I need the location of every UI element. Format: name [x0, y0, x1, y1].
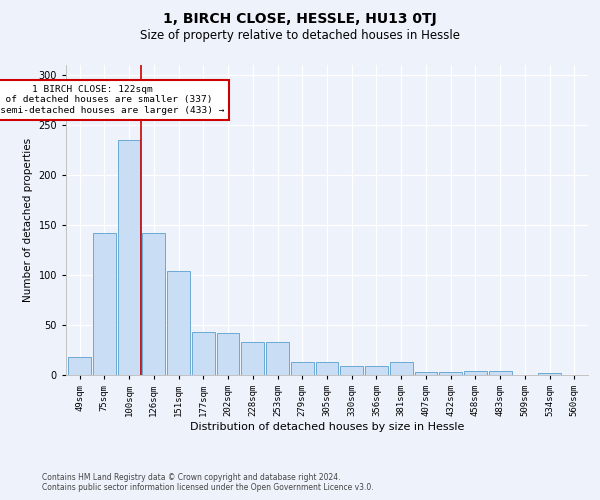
Bar	[241, 342, 264, 375]
Text: 1, BIRCH CLOSE, HESSLE, HU13 0TJ: 1, BIRCH CLOSE, HESSLE, HU13 0TJ	[163, 12, 437, 26]
Y-axis label: Number of detached properties: Number of detached properties	[23, 138, 33, 302]
Bar	[316, 362, 338, 375]
Bar	[291, 362, 314, 375]
Text: 1 BIRCH CLOSE: 122sqm
← 44% of detached houses are smaller (337)
56% of semi-det: 1 BIRCH CLOSE: 122sqm ← 44% of detached …	[0, 85, 224, 115]
Bar	[538, 373, 561, 375]
Bar	[217, 333, 239, 375]
Bar	[68, 357, 91, 375]
Bar	[464, 371, 487, 375]
Text: Contains HM Land Registry data © Crown copyright and database right 2024.
Contai: Contains HM Land Registry data © Crown c…	[42, 473, 374, 492]
X-axis label: Distribution of detached houses by size in Hessle: Distribution of detached houses by size …	[190, 422, 464, 432]
Bar	[167, 271, 190, 375]
Text: Size of property relative to detached houses in Hessle: Size of property relative to detached ho…	[140, 29, 460, 42]
Bar	[118, 140, 140, 375]
Bar	[439, 372, 462, 375]
Bar	[142, 233, 165, 375]
Bar	[93, 233, 116, 375]
Bar	[340, 366, 363, 375]
Bar	[390, 362, 413, 375]
Bar	[489, 371, 512, 375]
Bar	[192, 332, 215, 375]
Bar	[415, 372, 437, 375]
Bar	[266, 342, 289, 375]
Bar	[365, 366, 388, 375]
